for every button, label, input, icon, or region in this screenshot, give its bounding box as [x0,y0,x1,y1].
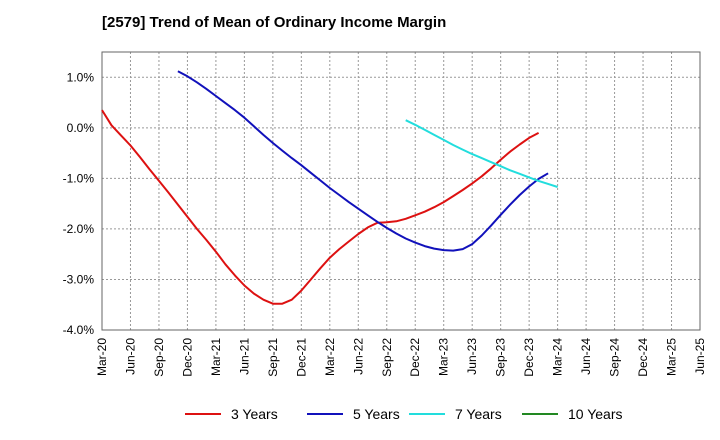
x-tick-label: Mar-20 [95,338,109,376]
x-tick-label: Mar-21 [209,338,223,376]
x-tick-label: Dec-21 [294,338,308,377]
x-tick-label: Sep-20 [152,338,166,377]
x-tick-label: Dec-20 [180,338,194,377]
y-tick-label: -2.0% [63,222,95,236]
x-tick-label: Jun-25 [693,338,707,375]
x-tick-label: Jun-20 [123,338,137,375]
legend-label: 10 Years [568,406,623,422]
x-tick-label: Sep-23 [494,338,508,377]
x-tick-label: Sep-21 [266,338,280,377]
x-tick-label: Jun-23 [465,338,479,375]
legend-item: 10 Years [522,404,623,424]
axes [101,51,701,331]
series-line-5-years [177,70,549,252]
y-tick-label: -4.0% [63,323,95,337]
series-lines [101,70,558,305]
legend-swatch [185,413,221,415]
x-axis-tick-labels: Mar-20 Jun-20 Sep-20 Dec-20 Mar-21 Jun-21 Sep-… [95,338,707,377]
series-line-3-years [101,109,540,305]
series-line-7-years [405,119,558,188]
y-tick-label: -3.0% [63,272,95,286]
legend-swatch [522,413,558,415]
y-tick-label: 0.0% [67,121,95,135]
plot-frame [101,51,701,331]
x-tick-label: Jun-22 [351,338,365,375]
legend-item: 3 Years [185,404,278,424]
legend-item: 7 Years [409,404,502,424]
x-tick-label: Mar-24 [551,338,565,376]
chart-title: [2579] Trend of Mean of Ordinary Income … [102,14,447,31]
x-tick-label: Sep-24 [608,338,622,377]
grid-lines [101,52,701,331]
x-tick-label: Jun-21 [237,338,251,375]
x-tick-label: Sep-22 [380,338,394,377]
legend-item: 5 Years [307,404,400,424]
x-tick-label: Dec-24 [636,338,650,377]
x-tick-label: Mar-22 [323,338,337,376]
y-axis-tick-labels: 1.0% 0.0% -1.0% -2.0% -3.0% -4.0% [63,70,95,337]
legend: 3 Years 5 Years 7 Years 10 Years [0,404,720,424]
x-tick-label: Mar-25 [665,338,679,376]
legend-label: 5 Years [353,406,400,422]
x-tick-label: Jun-24 [579,338,593,375]
y-tick-label: -1.0% [63,171,95,185]
x-tick-label: Dec-23 [522,338,536,377]
legend-swatch [307,413,343,415]
x-tick-label: Mar-23 [437,338,451,376]
legend-label: 3 Years [231,406,278,422]
legend-swatch [409,413,445,415]
x-tick-label: Dec-22 [408,338,422,377]
y-tick-label: 1.0% [67,70,95,84]
legend-label: 7 Years [455,406,502,422]
